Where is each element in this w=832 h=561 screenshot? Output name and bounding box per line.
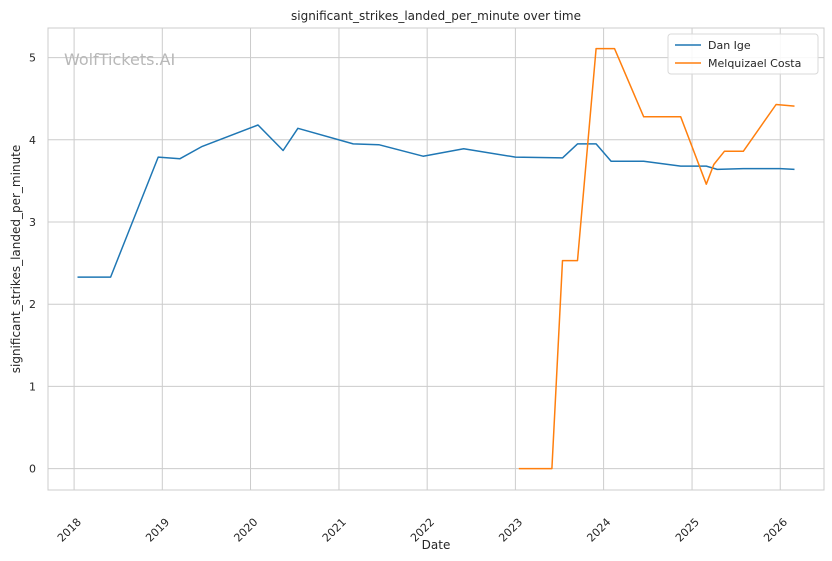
y-tick-label: 4 <box>29 134 36 147</box>
legend-label: Melquizael Costa <box>708 57 801 70</box>
y-tick-label: 5 <box>29 52 36 65</box>
legend-box <box>667 33 819 75</box>
series-lines <box>77 47 795 470</box>
y-axis-label: significant_strikes_landed_per_minute <box>9 145 23 374</box>
series-line <box>77 124 795 278</box>
watermark: WolfTickets.AI <box>64 50 175 69</box>
plot-frame <box>47 27 825 491</box>
series-line <box>518 47 795 470</box>
y-tick-label: 0 <box>29 463 36 476</box>
grid <box>48 28 824 490</box>
y-tick-label: 2 <box>29 298 36 311</box>
x-axis-label: Date <box>422 538 451 552</box>
y-tick-label: 3 <box>29 216 36 229</box>
legend: Dan Ige Melquizael Costa <box>667 33 819 75</box>
y-tick-labels: 0 1 2 3 4 5 <box>29 52 36 476</box>
y-tick-label: 1 <box>29 380 36 393</box>
legend-label: Dan Ige <box>708 39 751 52</box>
chart-title: significant_strikes_landed_per_minute ov… <box>291 9 581 23</box>
